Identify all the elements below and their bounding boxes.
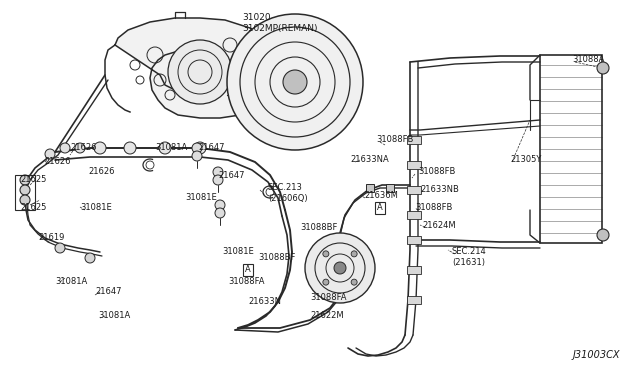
Circle shape <box>124 142 136 154</box>
Circle shape <box>597 62 609 74</box>
Text: J31003CX: J31003CX <box>573 350 620 360</box>
Text: 3102MP(REMAN): 3102MP(REMAN) <box>242 23 317 32</box>
Text: 31020: 31020 <box>242 13 271 22</box>
Circle shape <box>45 149 55 159</box>
Polygon shape <box>115 18 280 118</box>
Text: 31088FB: 31088FB <box>418 167 456 176</box>
Circle shape <box>192 143 202 153</box>
Text: 21633N: 21633N <box>248 298 281 307</box>
Circle shape <box>85 253 95 263</box>
Text: 21624M: 21624M <box>422 221 456 230</box>
Text: 31088BF: 31088BF <box>300 224 337 232</box>
Bar <box>540 55 602 243</box>
Text: 31081A: 31081A <box>98 311 131 321</box>
Text: 31081A: 31081A <box>155 144 188 153</box>
Circle shape <box>323 251 329 257</box>
Circle shape <box>213 175 223 185</box>
Circle shape <box>351 279 357 285</box>
Text: 21636M: 21636M <box>364 190 398 199</box>
Circle shape <box>215 200 225 210</box>
Text: 21626: 21626 <box>88 167 115 176</box>
Circle shape <box>351 251 357 257</box>
Circle shape <box>159 142 171 154</box>
Text: 21633NA: 21633NA <box>350 155 388 164</box>
Text: 31088FB: 31088FB <box>376 135 413 144</box>
Circle shape <box>305 233 375 303</box>
Bar <box>15 175 35 210</box>
Bar <box>407 236 421 244</box>
Circle shape <box>20 175 30 185</box>
Text: 21625: 21625 <box>20 203 46 212</box>
Bar <box>407 296 421 304</box>
Circle shape <box>597 229 609 241</box>
Text: 21647: 21647 <box>198 144 225 153</box>
Circle shape <box>192 151 202 161</box>
Text: 31081E: 31081E <box>80 202 112 212</box>
Text: 21633NB: 21633NB <box>420 186 459 195</box>
Circle shape <box>283 70 307 94</box>
Text: 31081A: 31081A <box>55 278 87 286</box>
Circle shape <box>75 143 85 153</box>
Circle shape <box>60 143 70 153</box>
Bar <box>366 184 374 192</box>
Bar <box>386 184 394 192</box>
Circle shape <box>334 262 346 274</box>
Text: 21647: 21647 <box>218 170 244 180</box>
Text: (21606Q): (21606Q) <box>268 193 308 202</box>
Text: 21626: 21626 <box>70 144 97 153</box>
Text: 21625: 21625 <box>20 176 46 185</box>
Bar <box>407 136 421 144</box>
Circle shape <box>168 40 232 104</box>
Circle shape <box>323 279 329 285</box>
Bar <box>407 211 421 219</box>
Text: 31088A: 31088A <box>572 55 604 64</box>
Text: 31081E: 31081E <box>222 247 253 257</box>
Text: 21647: 21647 <box>95 288 122 296</box>
Text: SEC.213: SEC.213 <box>268 183 303 192</box>
Bar <box>407 266 421 274</box>
Text: 31088BF: 31088BF <box>258 253 296 263</box>
Text: 21305Y: 21305Y <box>510 155 541 164</box>
Text: A: A <box>377 203 383 212</box>
Text: 31081E: 31081E <box>185 193 217 202</box>
Text: 21619: 21619 <box>38 234 65 243</box>
Circle shape <box>194 142 206 154</box>
Text: SEC.214: SEC.214 <box>452 247 487 257</box>
Circle shape <box>94 142 106 154</box>
Circle shape <box>20 195 30 205</box>
Bar <box>407 186 421 194</box>
Text: 21622M: 21622M <box>310 311 344 321</box>
Text: 31088FA: 31088FA <box>228 278 264 286</box>
Text: 21626: 21626 <box>44 157 70 167</box>
Circle shape <box>227 14 363 150</box>
Circle shape <box>213 167 223 177</box>
Text: 31088FB: 31088FB <box>415 203 452 212</box>
Circle shape <box>20 185 30 195</box>
Circle shape <box>55 243 65 253</box>
Circle shape <box>215 208 225 218</box>
Text: 31088FA: 31088FA <box>310 294 346 302</box>
Text: A: A <box>245 266 251 275</box>
Text: (21631): (21631) <box>452 257 485 266</box>
Bar <box>407 161 421 169</box>
